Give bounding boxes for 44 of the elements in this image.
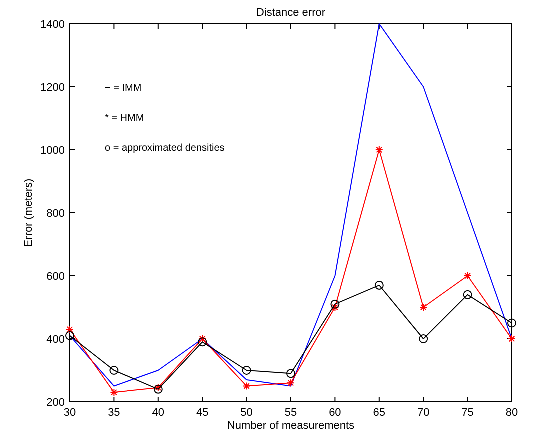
- chart-title: Distance error: [256, 7, 326, 19]
- point: [242, 366, 252, 375]
- point: [375, 146, 384, 154]
- point: [66, 331, 74, 340]
- point: [331, 304, 340, 312]
- x-tick-label: 50: [240, 407, 253, 419]
- y-tick-label: 200: [46, 397, 65, 409]
- x-tick-label: 65: [373, 407, 386, 419]
- point: [110, 366, 119, 375]
- x-tick-label: 35: [108, 407, 120, 419]
- point: [110, 388, 118, 397]
- y-axis-title: Error (meters): [23, 178, 35, 248]
- point: [198, 335, 207, 343]
- point: [242, 382, 251, 390]
- point: [463, 290, 472, 300]
- point: [198, 338, 208, 347]
- y-tick-label: 800: [46, 208, 65, 220]
- y-tick-label: 1000: [40, 145, 65, 157]
- point: [508, 318, 516, 328]
- point: [66, 326, 74, 334]
- y-tick-label: 1200: [40, 82, 65, 94]
- x-tick-label: 45: [196, 407, 209, 419]
- y-tick-label: 1400: [40, 19, 65, 31]
- point: [464, 272, 472, 280]
- point: [419, 334, 428, 344]
- annotation: − = IMM: [105, 83, 142, 94]
- point: [286, 369, 296, 378]
- x-tick-label: 60: [329, 407, 342, 419]
- x-tick-label: 80: [506, 407, 518, 419]
- x-tick-label: 70: [417, 407, 430, 419]
- point: [287, 379, 295, 388]
- point: [374, 280, 384, 290]
- annotation: * = HMM: [105, 113, 144, 124]
- y-tick-label: 400: [46, 334, 65, 346]
- annotation: o = approximated densities: [105, 143, 225, 154]
- point: [330, 300, 340, 309]
- point: [508, 335, 516, 343]
- x-tick-label: 40: [152, 407, 165, 419]
- point: [420, 304, 428, 312]
- y-tick-label: 600: [46, 271, 65, 283]
- x-tick-label: 55: [284, 407, 298, 419]
- x-axis-title: Number of measurements: [227, 420, 356, 432]
- x-tick-label: 30: [64, 407, 76, 419]
- x-tick-label: 75: [462, 407, 474, 419]
